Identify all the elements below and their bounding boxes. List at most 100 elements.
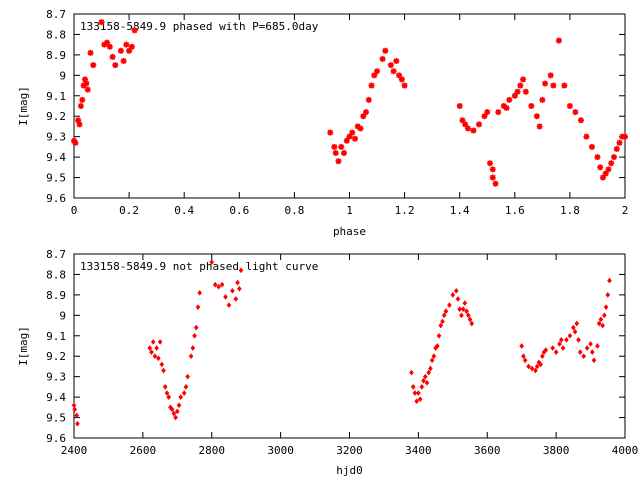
data-point	[75, 117, 82, 124]
x-ticks: 2400 2600 2800 3000 3200 3400 3600 3800 4000	[61, 254, 638, 457]
data-point	[607, 277, 612, 284]
data-point	[192, 332, 197, 339]
y-ticks: 8.7 8.8 8.9 9 9.1 9.2 9.3 9.4 9.5 9.6	[46, 8, 625, 205]
data-point	[349, 129, 356, 136]
data-point	[176, 402, 182, 409]
y-tick-label: 9	[59, 309, 66, 322]
data-point	[178, 394, 184, 400]
data-point	[431, 353, 437, 360]
data-point	[181, 390, 187, 396]
data-point	[183, 384, 189, 390]
data-point	[526, 363, 531, 370]
data-point	[464, 308, 469, 315]
data-point	[522, 357, 528, 364]
chart-title: 133158-5849.9 phased with P=685.0day	[80, 20, 319, 33]
data-point	[379, 55, 386, 62]
data-point	[161, 367, 166, 374]
data-point	[74, 412, 80, 419]
data-point	[462, 300, 468, 306]
data-point	[470, 127, 477, 134]
data-point	[428, 365, 433, 372]
data-point	[572, 109, 579, 116]
data-point	[173, 414, 178, 421]
data-point	[572, 328, 578, 335]
data-point	[605, 166, 612, 173]
y-tick-label: 8.7	[46, 248, 66, 261]
data-point	[335, 158, 342, 165]
data-point	[327, 129, 334, 136]
phased-chart: 133158-5849.9 phased with P=685.0day pha…	[17, 8, 628, 238]
data-point	[410, 384, 416, 390]
data-point	[613, 145, 620, 152]
data-point	[419, 384, 425, 390]
y-tick-label: 8.7	[46, 8, 66, 21]
data-point	[533, 113, 540, 120]
data-point	[77, 103, 84, 109]
y-tick-label: 9.3	[46, 371, 66, 384]
data-point	[374, 68, 381, 75]
data-point	[492, 180, 499, 187]
data-point	[434, 343, 440, 349]
data-point	[360, 113, 367, 120]
data-point	[539, 96, 546, 103]
data-point	[171, 410, 177, 417]
data-point	[459, 312, 464, 319]
data-point	[450, 292, 456, 298]
y-tick-label: 9.3	[46, 131, 66, 144]
data-point	[571, 324, 576, 331]
data-point	[149, 349, 154, 355]
data-point	[594, 154, 601, 161]
data-point	[98, 19, 105, 26]
data-point	[577, 117, 584, 124]
x-tick-label: 0	[71, 204, 78, 217]
data-point	[216, 283, 221, 290]
data-point	[602, 170, 609, 177]
data-point	[599, 174, 606, 181]
data-point	[517, 82, 524, 89]
y-axis-label: I[mag]	[17, 86, 30, 126]
data-point	[429, 357, 435, 364]
data-point	[519, 343, 525, 349]
data-point	[416, 390, 421, 396]
data-point	[447, 302, 452, 308]
data-point	[368, 82, 375, 89]
x-tick-label: 3000	[267, 444, 294, 457]
data-point	[72, 139, 79, 146]
data-point	[542, 80, 549, 87]
data-point	[560, 345, 566, 351]
data-point	[591, 357, 597, 364]
data-point	[506, 96, 513, 103]
data-point	[589, 349, 595, 355]
data-point	[212, 281, 218, 288]
data-point	[457, 306, 463, 313]
data-point	[185, 373, 190, 380]
data-point	[230, 287, 235, 294]
data-point	[543, 347, 549, 353]
y-tick-label: 9.5	[46, 412, 66, 425]
data-point	[190, 345, 196, 351]
x-tick-label: 0.4	[174, 204, 194, 217]
y-tick-label: 9.1	[46, 90, 66, 103]
data-point	[561, 82, 568, 89]
data-point	[610, 154, 617, 161]
data-point	[584, 345, 590, 351]
data-point	[529, 365, 535, 372]
data-point	[80, 82, 87, 89]
data-point	[583, 133, 590, 140]
data-point	[616, 139, 623, 146]
data-point	[417, 396, 423, 402]
y-tick-label: 9.6	[46, 192, 66, 205]
y-tick-label: 9.4	[46, 391, 66, 404]
data-point	[90, 62, 97, 69]
data-point	[123, 41, 130, 48]
data-point	[540, 353, 545, 360]
data-point	[421, 377, 426, 384]
x-axis-label: phase	[333, 225, 366, 238]
y-tick-label: 9.2	[46, 350, 66, 363]
data-point	[188, 353, 194, 360]
data-point	[156, 355, 161, 362]
y-tick-label: 9.6	[46, 432, 66, 445]
data-point	[79, 96, 86, 103]
data-point	[622, 133, 628, 140]
data-point	[460, 306, 466, 313]
